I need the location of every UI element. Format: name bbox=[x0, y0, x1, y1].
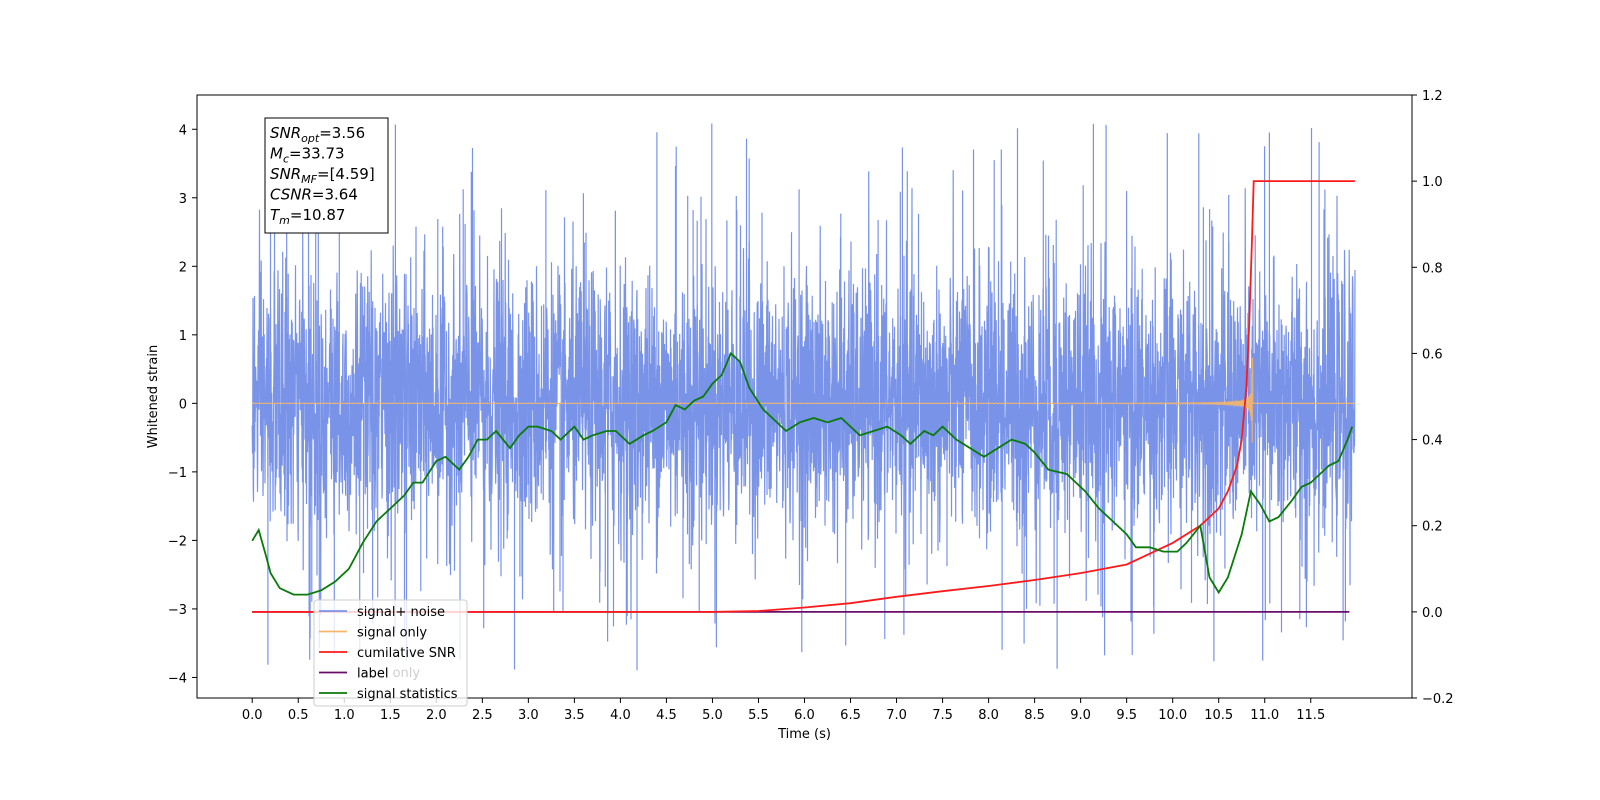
legend-label-signal-noise: signal+ noise bbox=[357, 605, 445, 620]
legend-label-cumilative-snr: cumilative SNR bbox=[357, 646, 456, 661]
stat-line: Mc=33.73 bbox=[270, 145, 345, 166]
y2-tick-label: −0.2 bbox=[1422, 692, 1454, 707]
x-tick-label: 2.5 bbox=[472, 708, 493, 723]
x-tick-label: 0.5 bbox=[288, 708, 309, 723]
y-tick-label: 0 bbox=[179, 397, 187, 412]
x-tick-label: 1.5 bbox=[380, 708, 401, 723]
x-tick-label: 0.0 bbox=[242, 708, 263, 723]
signal-noise-line bbox=[251, 170, 1356, 624]
cumilative-snr-line bbox=[252, 180, 1355, 613]
signal-noise-spikes bbox=[267, 123, 1346, 671]
y2-tick-label: 0.4 bbox=[1422, 434, 1443, 449]
x-tick-label: 3.5 bbox=[564, 708, 585, 723]
y2-tick-label: 1.2 bbox=[1422, 89, 1443, 104]
stat-line: Tm=10.87 bbox=[270, 206, 345, 227]
stat-value: =[4.59] bbox=[317, 165, 375, 183]
x-tick-label: 11.0 bbox=[1250, 708, 1279, 723]
y2-tick-label: 0.0 bbox=[1422, 606, 1443, 621]
x-tick-label: 9.5 bbox=[1116, 708, 1137, 723]
x-tick-label: 3.0 bbox=[518, 708, 539, 723]
plot-area bbox=[251, 123, 1356, 671]
signal-noise-series bbox=[251, 123, 1356, 671]
stat-symbol: T bbox=[270, 206, 281, 224]
x-tick-label: 6.0 bbox=[794, 708, 815, 723]
y-tick-label: 2 bbox=[179, 260, 187, 275]
stat-value: =3.64 bbox=[312, 186, 358, 204]
stat-subscript: c bbox=[283, 153, 289, 166]
stat-symbol: SNR bbox=[270, 165, 301, 183]
signal-only-series bbox=[252, 357, 1355, 443]
x-tick-label: 9.0 bbox=[1070, 708, 1091, 723]
y2-tick-label: 0.2 bbox=[1422, 520, 1443, 535]
x-tick-label: 10.0 bbox=[1158, 708, 1187, 723]
y-tick-label: −1 bbox=[168, 466, 187, 481]
y-axis-label: Whitened strain bbox=[146, 345, 161, 448]
x-tick-label: 8.0 bbox=[978, 708, 999, 723]
x-tick-label: 11.5 bbox=[1296, 708, 1325, 723]
y-tick-label: 1 bbox=[179, 329, 187, 344]
stat-value: =3.56 bbox=[319, 124, 365, 142]
stat-symbol: M bbox=[270, 145, 283, 163]
x-axis-label: Time (s) bbox=[777, 727, 831, 742]
y-tick-label: −2 bbox=[168, 534, 187, 549]
y-tick-label: 3 bbox=[179, 192, 187, 207]
x-tick-label: 6.5 bbox=[840, 708, 861, 723]
stat-subscript: m bbox=[279, 214, 290, 227]
x-axis: 0.0 0.5 1.0 1.5 2.0 2.5 3.0 3.5 4.0 4.5 5.0 5.5 6.0 6… bbox=[242, 698, 1325, 723]
legend-frame bbox=[313, 599, 468, 707]
stat-symbol: SNR bbox=[270, 124, 301, 142]
stat-value: =33.73 bbox=[289, 145, 345, 163]
signal-statistics-line bbox=[251, 351, 1354, 596]
legend-label-signal-only: signal only bbox=[357, 626, 427, 641]
stats-box-frame bbox=[264, 117, 389, 234]
signal-only-line bbox=[252, 357, 1355, 443]
x-tick-label: 5.0 bbox=[702, 708, 723, 723]
x-tick-label: 8.5 bbox=[1024, 708, 1045, 723]
x-tick-label: 7.0 bbox=[886, 708, 907, 723]
x-tick-label: 7.5 bbox=[932, 708, 953, 723]
legend-label-signal-statistics: signal statistics bbox=[357, 687, 458, 702]
y-tick-label: 4 bbox=[179, 123, 187, 138]
x-tick-label: 4.0 bbox=[610, 708, 631, 723]
x-tick-label: 10.5 bbox=[1204, 708, 1233, 723]
x-tick-label: 1.0 bbox=[334, 708, 355, 723]
stat-line: SNRMF=[4.59] bbox=[270, 165, 375, 186]
x-tick-label: 2.0 bbox=[426, 708, 447, 723]
y2-tick-label: 1.0 bbox=[1422, 175, 1443, 190]
y-axis-left: 4 3 2 1 0 −1 −2 −3 −4 bbox=[168, 123, 197, 686]
stats-annotation-box: SNRopt=3.56Mc=33.73SNRMF=[4.59]CSNR=3.64… bbox=[264, 117, 389, 234]
y2-tick-label: 0.6 bbox=[1422, 347, 1443, 362]
stat-line: CSNR=3.64 bbox=[270, 186, 358, 204]
y-axis-right: 1.2 1.0 0.8 0.6 0.4 0.2 0.0 −0.2 bbox=[1412, 89, 1454, 707]
stat-value: =10.87 bbox=[290, 206, 346, 224]
legend-label-label: label bbox=[357, 667, 388, 682]
x-tick-label: 5.5 bbox=[748, 708, 769, 723]
y-tick-label: −4 bbox=[168, 671, 187, 686]
stat-symbol: CSNR bbox=[270, 186, 312, 204]
x-tick-label: 4.5 bbox=[656, 708, 677, 723]
stat-subscript: MF bbox=[301, 173, 317, 186]
y-tick-label: −3 bbox=[168, 603, 187, 618]
y2-tick-label: 0.8 bbox=[1422, 261, 1443, 276]
stat-line: SNRopt=3.56 bbox=[270, 124, 365, 145]
stat-subscript: opt bbox=[301, 132, 320, 145]
